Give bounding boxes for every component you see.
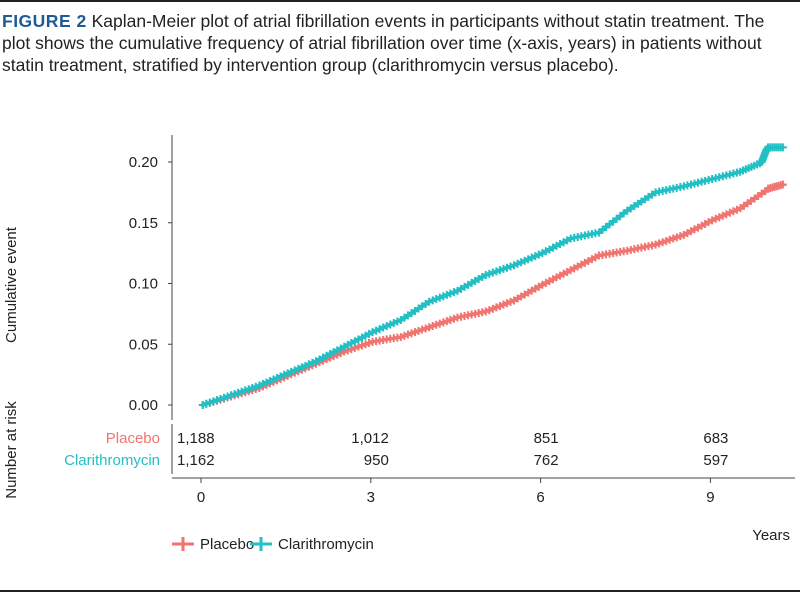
risk-axis-label: Number at risk [3, 401, 20, 499]
risk-value: 683 [703, 430, 728, 447]
y-axis-label: Cumulative event [3, 226, 20, 343]
risk-row-label: Clarithromycin [64, 452, 160, 469]
legend-label: Placebo [200, 536, 254, 553]
risk-value: 762 [534, 452, 559, 469]
legend-label: Clarithromycin [278, 536, 374, 553]
censor-mark [778, 180, 787, 189]
legend-key-placebo [172, 537, 194, 551]
risk-value: 597 [703, 452, 728, 469]
risk-value: 1,162 [177, 452, 215, 469]
figure-label: FIGURE 2 [2, 11, 87, 31]
x-tick-label: 9 [706, 489, 714, 506]
y-tick-label: 0.15 [129, 215, 158, 232]
legend-key-clarithromycin [250, 537, 272, 551]
figure-caption: FIGURE 2 Kaplan-Meier plot of atrial fib… [2, 10, 792, 76]
risk-value: 1,188 [177, 430, 215, 447]
censor-mark [778, 143, 787, 152]
x-axis-label: Years [752, 527, 790, 544]
bottom-rule [0, 590, 800, 592]
x-tick-label: 0 [197, 489, 205, 506]
y-tick-label: 0.10 [129, 276, 158, 293]
y-tick-label: 0.00 [129, 397, 158, 414]
risk-value: 1,012 [351, 430, 389, 447]
y-tick-label: 0.05 [129, 336, 158, 353]
risk-row-label: Placebo [106, 430, 160, 447]
y-tick-label: 0.20 [129, 154, 158, 171]
x-tick-label: 3 [367, 489, 375, 506]
risk-value: 851 [534, 430, 559, 447]
x-tick-label: 6 [536, 489, 544, 506]
risk-value: 950 [364, 452, 389, 469]
caption-text: Kaplan-Meier plot of atrial fibrillation… [2, 11, 765, 75]
top-rule [0, 0, 800, 2]
